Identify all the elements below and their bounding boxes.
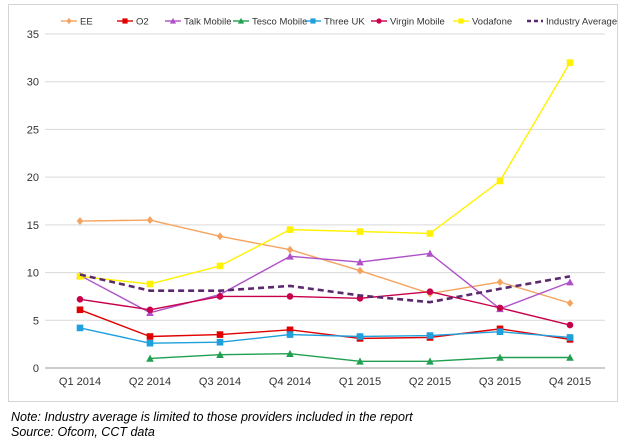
data-point-virgin-mobile — [566, 321, 574, 329]
legend-marker-three-uk — [310, 18, 316, 24]
data-point-talk-mobile — [426, 249, 434, 257]
legend-label-three-uk: Three UK — [324, 17, 365, 28]
y-tick-label: 30 — [27, 77, 39, 89]
legend-label-virgin-mobile: Virgin Mobile — [390, 17, 445, 28]
data-point-virgin-mobile — [76, 295, 84, 303]
data-point-virgin-mobile — [286, 293, 294, 300]
data-point-three-uk — [496, 328, 504, 336]
data-point-tesco-mobile — [216, 350, 224, 358]
x-tick-label: Q1 2015 — [339, 376, 381, 388]
legend-label-o2: O2 — [136, 17, 149, 28]
data-point-ee — [286, 245, 294, 254]
data-point-o2 — [146, 333, 154, 340]
y-tick-label: 5 — [33, 315, 39, 327]
data-point-talk-mobile — [566, 278, 574, 286]
legend-label-ee: EE — [80, 17, 93, 28]
legend-marker-talk-mobile — [169, 17, 177, 24]
x-tick-label: Q2 2014 — [129, 376, 171, 388]
data-point-virgin-mobile — [146, 306, 154, 314]
series-line-virgin-mobile — [79, 290, 571, 326]
data-point-tesco-mobile — [426, 357, 434, 365]
footnote-source: Source: Ofcom, CCT data — [11, 425, 155, 439]
data-point-vodafone — [146, 280, 154, 288]
legend-label-tesco-mobile: Tesco Mobile — [252, 17, 307, 28]
data-point-three-uk — [286, 331, 294, 338]
data-point-talk-mobile — [356, 258, 364, 266]
x-tick-label: Q2 2015 — [409, 376, 451, 388]
y-tick-label: 0 — [33, 363, 39, 375]
data-point-talk-mobile — [286, 252, 294, 260]
data-point-three-uk — [566, 334, 574, 341]
series-line-industry-average — [79, 273, 571, 304]
data-point-three-uk — [356, 333, 364, 340]
data-point-three-uk — [426, 332, 434, 339]
data-point-three-uk — [146, 339, 154, 347]
data-point-o2 — [286, 326, 294, 334]
y-tick-label: 15 — [27, 220, 39, 232]
data-point-ee — [216, 232, 224, 241]
legend-marker-ee — [66, 17, 72, 25]
x-tick-label: Q4 2014 — [269, 376, 311, 388]
x-tick-label: Q3 2014 — [199, 376, 241, 388]
legend-label-talk-mobile: Talk Mobile — [184, 17, 232, 28]
legend-label-vodafone: Vodafone — [472, 17, 512, 28]
data-point-virgin-mobile — [426, 288, 434, 295]
footnote-note: Note: Industry average is limited to tho… — [11, 410, 413, 424]
data-point-tesco-mobile — [496, 353, 504, 361]
data-point-virgin-mobile — [216, 293, 224, 300]
y-tick-label: 35 — [27, 29, 39, 41]
data-point-vodafone — [286, 226, 294, 233]
data-point-ee — [146, 216, 154, 224]
data-point-three-uk — [76, 324, 84, 332]
series-line-vodafone — [79, 62, 571, 285]
data-point-three-uk — [216, 338, 224, 346]
series-line-o2 — [79, 309, 571, 341]
legend-marker-virgin-mobile — [376, 18, 382, 24]
data-point-virgin-mobile — [496, 304, 504, 312]
data-point-tesco-mobile — [566, 353, 574, 361]
x-tick-label: Q4 2015 — [549, 376, 591, 388]
data-point-vodafone — [356, 228, 364, 235]
chart-frame: 0 5 10 15 20 25 30 35 Q1 2014 Q2 2014 Q3 2014 Q4 20… — [8, 4, 618, 402]
data-point-vodafone — [426, 230, 434, 237]
data-point-vodafone — [566, 59, 574, 66]
data-point-tesco-mobile — [146, 354, 154, 362]
data-point-ee — [356, 266, 364, 275]
x-tick-label: Q1 2014 — [59, 376, 101, 388]
y-tick-label: 10 — [27, 268, 39, 280]
legend-marker-tesco-mobile — [237, 17, 245, 24]
data-point-o2 — [216, 331, 224, 338]
data-point-o2 — [76, 306, 84, 314]
data-point-tesco-mobile — [286, 349, 294, 357]
data-point-ee — [566, 299, 574, 308]
data-point-vodafone — [496, 177, 504, 185]
line-chart: 0 5 10 15 20 25 30 35 Q1 2014 Q2 2014 Q3 2014 Q4 20… — [27, 17, 617, 389]
series-line-ee — [79, 219, 571, 304]
legend-marker-vodafone — [458, 18, 464, 24]
y-tick-label: 20 — [27, 172, 39, 184]
y-tick-label: 25 — [27, 124, 39, 136]
data-point-vodafone — [76, 273, 84, 280]
series-line-talk-mobile — [79, 252, 571, 314]
data-point-vodafone — [216, 262, 224, 270]
series-line-three-uk — [79, 327, 571, 344]
legend-label-industry-average: Industry Average — [546, 17, 617, 28]
data-point-tesco-mobile — [356, 357, 364, 365]
x-tick-label: Q3 2015 — [479, 376, 521, 388]
data-point-ee — [496, 278, 504, 287]
legend-marker-o2 — [122, 18, 128, 24]
data-point-ee — [76, 217, 84, 225]
